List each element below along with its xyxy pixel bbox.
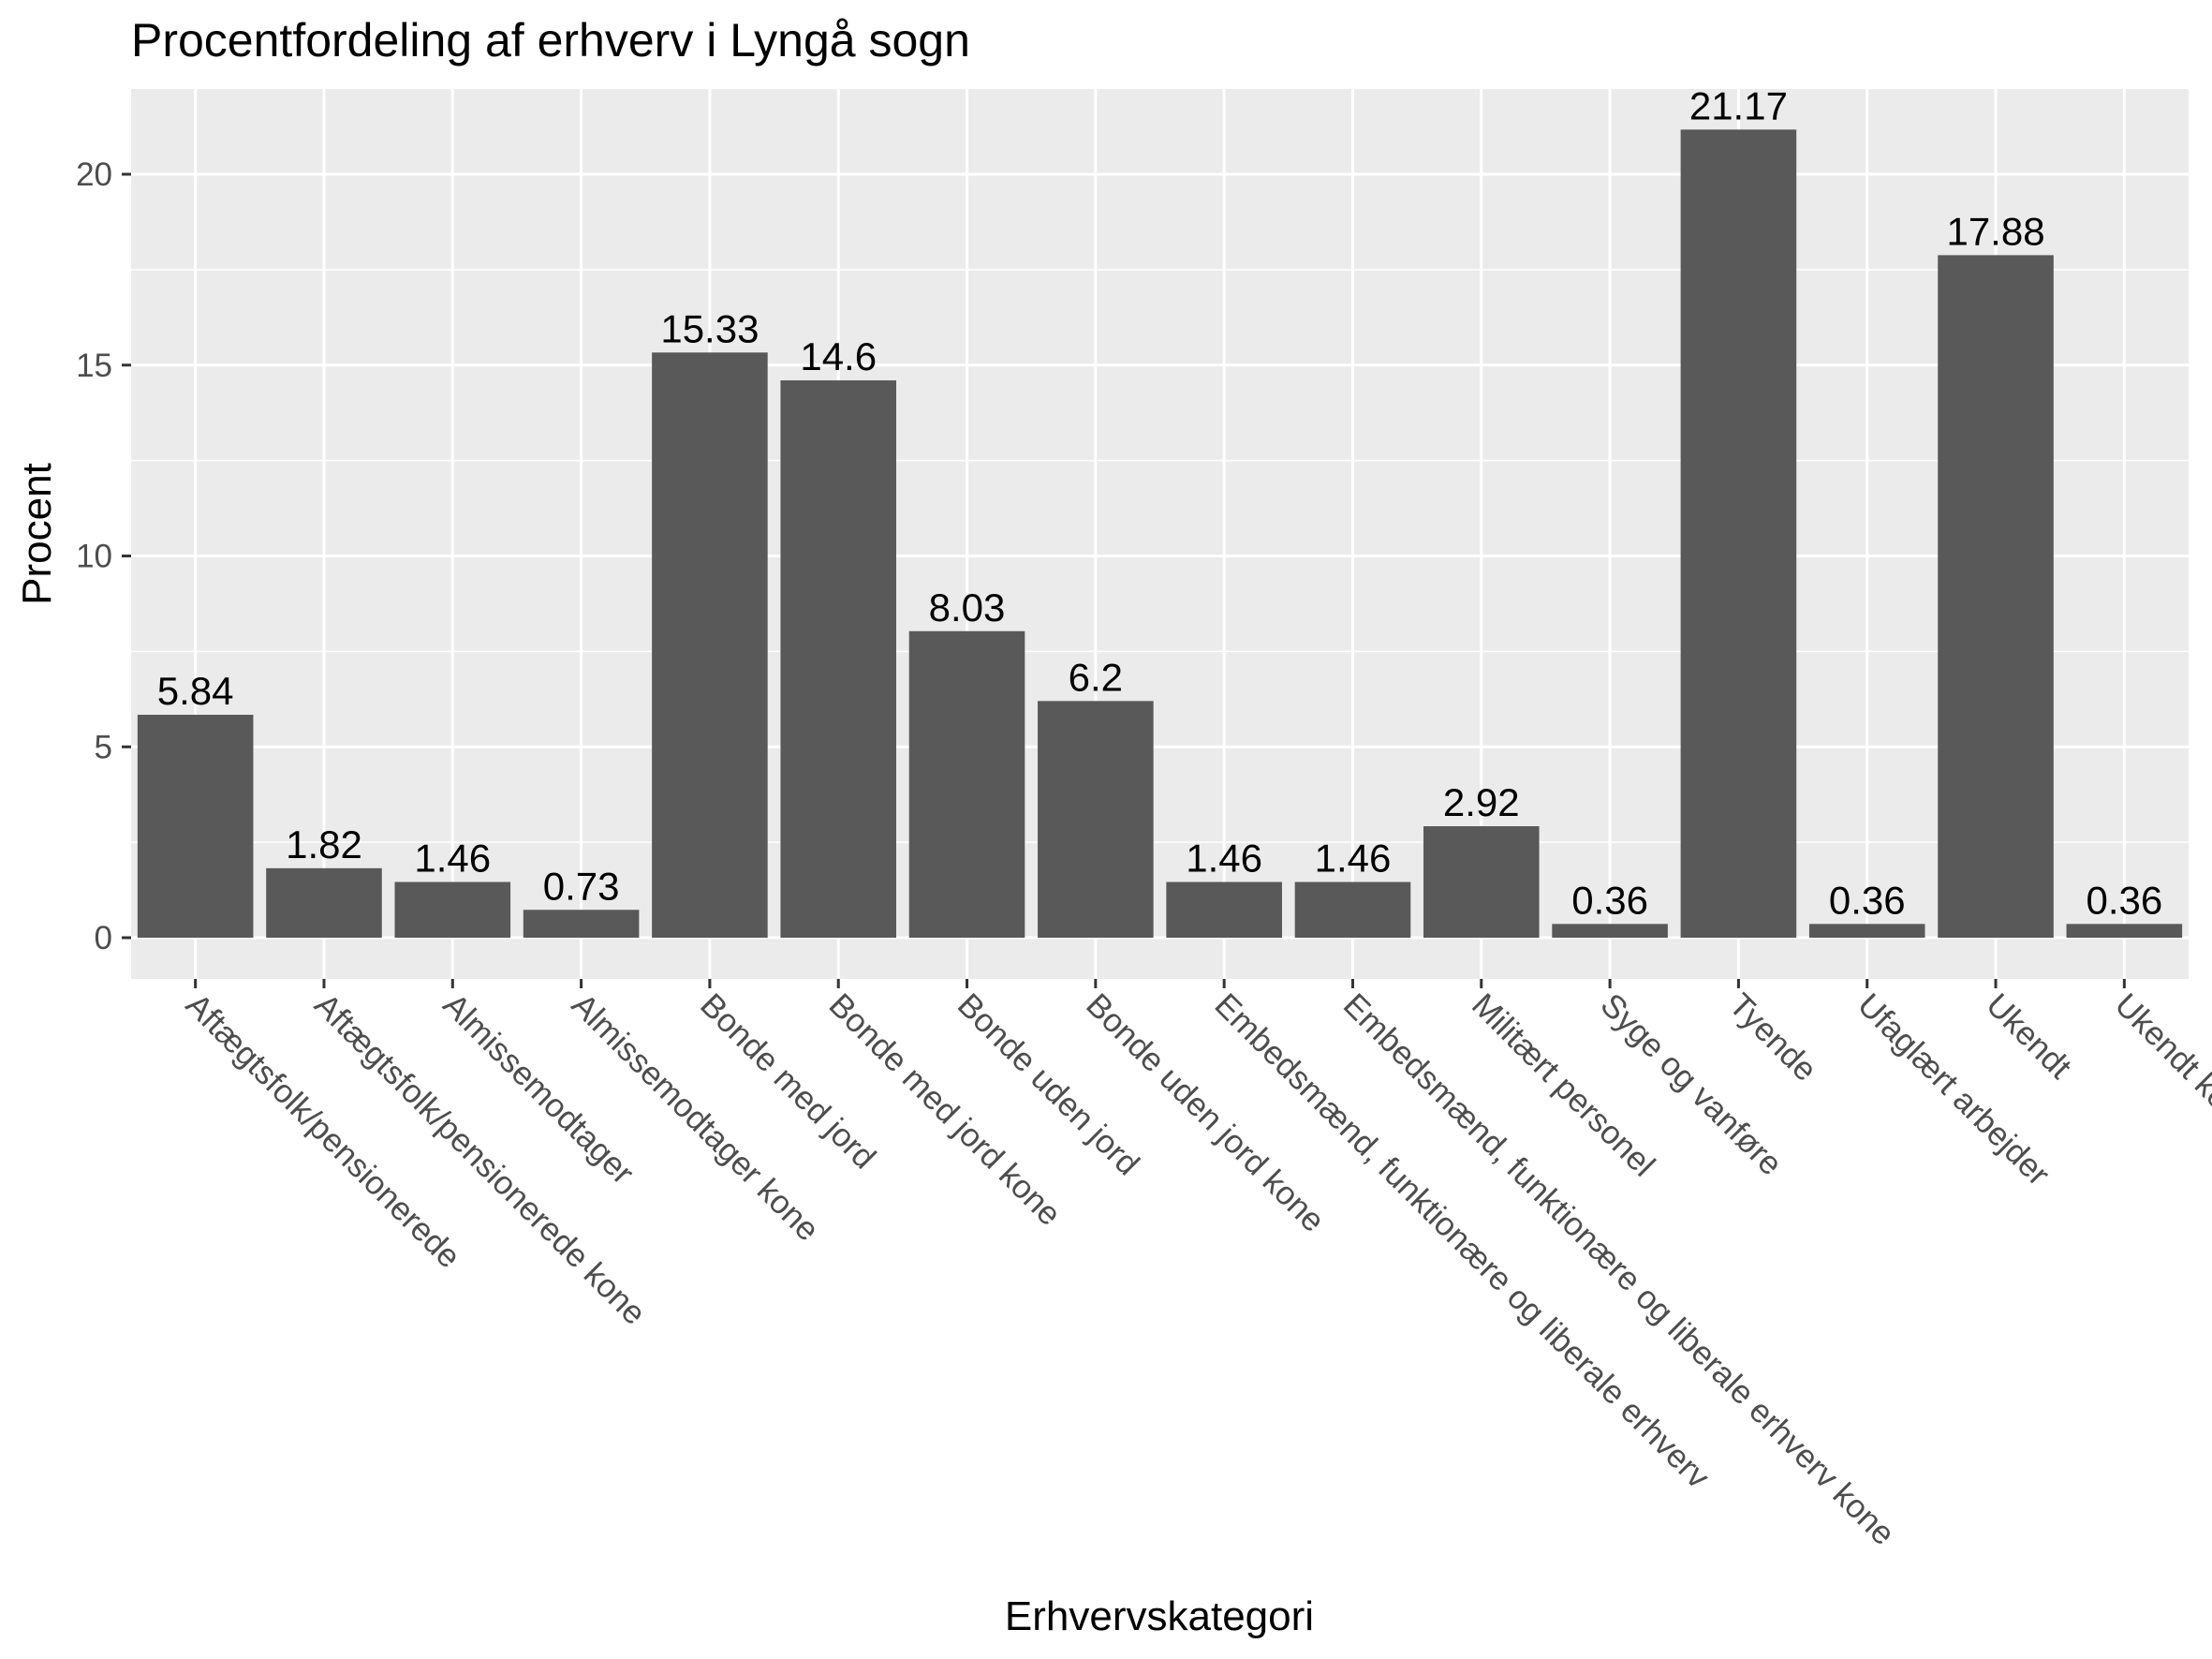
bar	[1423, 826, 1540, 938]
bar	[908, 630, 1025, 938]
x-tick-label: Tyende	[1722, 986, 1824, 1089]
bar	[1552, 924, 1668, 938]
bar	[1038, 701, 1154, 938]
data-label: 5.84	[157, 669, 234, 713]
data-label: 0.36	[1829, 878, 1906, 922]
y-tick-label: 5	[95, 729, 112, 765]
data-label: 1.46	[1315, 837, 1392, 881]
x-tick-label: Ukendt	[1979, 986, 2078, 1086]
data-label: 6.2	[1069, 655, 1123, 699]
x-tick-label: Embedsmænd, funktionære og liberale erhv…	[1336, 986, 1902, 1552]
bar	[780, 380, 897, 938]
x-tick-label: Aftægtsfolk/pensionerede	[179, 986, 467, 1275]
y-tick-label: 20	[76, 156, 112, 193]
bar	[1680, 129, 1797, 938]
bar	[1166, 881, 1282, 938]
data-label: 14.6	[800, 334, 877, 378]
y-tick-label: 10	[76, 539, 112, 575]
data-label: 1.46	[414, 837, 491, 881]
data-label: 21.17	[1689, 83, 1788, 127]
x-tick-label: Embedsmænd, funktionære og liberale erhv…	[1207, 986, 1717, 1496]
bar	[523, 910, 640, 938]
y-axis: 0 5 10 15 20	[76, 156, 131, 956]
bar	[394, 881, 511, 938]
data-label: 1.82	[286, 822, 362, 867]
chart-title: Procentfordeling af erhverv i Lyngå sogn	[131, 14, 970, 67]
bar	[266, 867, 382, 938]
data-labels: 5.84 1.82 1.46 0.73 15.33 14.6 8.03 6.2 1.46 1.46…	[157, 83, 2162, 922]
bar	[652, 352, 768, 938]
data-label: 0.36	[2086, 878, 2162, 922]
bar	[2066, 924, 2183, 938]
bar	[1294, 881, 1411, 938]
bar	[137, 715, 254, 938]
data-label: 17.88	[1946, 209, 2044, 253]
x-tick-label: Almissemodtager kone	[565, 986, 826, 1248]
x-axis: Aftægtsfolk/pensioneredeAftægtsfolk/pens…	[179, 979, 2212, 1552]
data-label: 0.36	[1571, 878, 1648, 922]
y-tick-label: 15	[76, 348, 112, 384]
bar	[1808, 924, 1925, 938]
bars	[137, 129, 2183, 938]
x-tick-label: Ukendt kone	[2108, 986, 2212, 1143]
data-label: 8.03	[929, 585, 1006, 630]
bar	[1938, 255, 2054, 938]
y-tick-label: 0	[95, 920, 112, 956]
x-tick-label: Bonde uden jord kone	[1079, 986, 1332, 1239]
plot-panel	[131, 89, 2189, 979]
y-axis-title: Procent	[14, 463, 60, 605]
data-label: 15.33	[660, 306, 759, 350]
data-label: 2.92	[1443, 780, 1520, 824]
x-tick-label: Bonde med jord kone	[822, 986, 1069, 1233]
x-axis-title: Erhvervskategori	[1005, 1593, 1314, 1639]
data-label: 0.73	[543, 864, 620, 908]
data-label: 1.46	[1186, 837, 1262, 881]
